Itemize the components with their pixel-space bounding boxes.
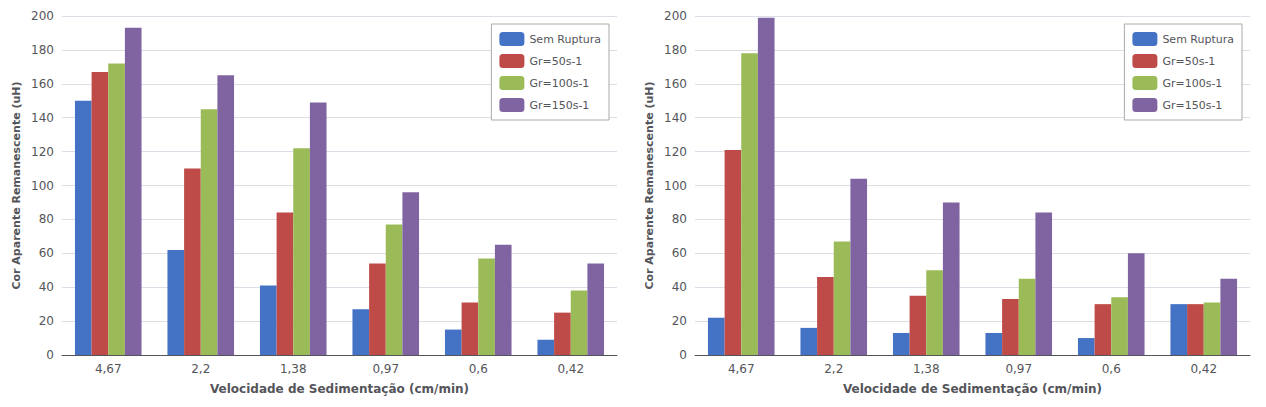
svg-text:Cor Aparente Remanescente (uH): Cor Aparente Remanescente (uH) bbox=[643, 81, 656, 289]
svg-text:100: 100 bbox=[31, 179, 54, 193]
svg-text:100: 100 bbox=[664, 179, 687, 193]
svg-text:Gr=50s-1: Gr=50s-1 bbox=[1162, 55, 1215, 68]
svg-text:20: 20 bbox=[672, 314, 687, 328]
svg-text:4,67: 4,67 bbox=[728, 362, 755, 376]
svg-text:40: 40 bbox=[39, 280, 54, 294]
svg-text:2,2: 2,2 bbox=[191, 362, 210, 376]
svg-text:Velocidade de Sedimentação (cm: Velocidade de Sedimentação (cm/min) bbox=[210, 382, 469, 396]
svg-text:160: 160 bbox=[664, 77, 687, 91]
svg-text:0,97: 0,97 bbox=[372, 362, 399, 376]
svg-text:Sem Ruptura: Sem Ruptura bbox=[529, 33, 601, 46]
svg-text:Gr=100s-1: Gr=100s-1 bbox=[1162, 77, 1222, 90]
svg-text:140: 140 bbox=[664, 111, 687, 125]
svg-text:80: 80 bbox=[672, 212, 687, 226]
svg-text:Gr=150s-1: Gr=150s-1 bbox=[529, 99, 589, 112]
svg-text:Cor Aparente Remanescente (uH): Cor Aparente Remanescente (uH) bbox=[10, 81, 23, 289]
svg-text:120: 120 bbox=[664, 145, 687, 159]
svg-text:0,42: 0,42 bbox=[1190, 362, 1217, 376]
svg-text:Sem Ruptura: Sem Ruptura bbox=[1162, 33, 1234, 46]
svg-text:160: 160 bbox=[31, 77, 54, 91]
svg-text:0,6: 0,6 bbox=[1102, 362, 1121, 376]
svg-text:0,42: 0,42 bbox=[557, 362, 584, 376]
svg-text:120: 120 bbox=[31, 145, 54, 159]
svg-text:2,2: 2,2 bbox=[824, 362, 843, 376]
svg-text:0,6: 0,6 bbox=[469, 362, 488, 376]
svg-text:60: 60 bbox=[39, 246, 54, 260]
svg-text:40: 40 bbox=[672, 280, 687, 294]
svg-text:20: 20 bbox=[39, 314, 54, 328]
svg-text:0: 0 bbox=[46, 348, 54, 362]
svg-text:80: 80 bbox=[39, 212, 54, 226]
svg-text:1,38: 1,38 bbox=[280, 362, 307, 376]
svg-text:180: 180 bbox=[664, 43, 687, 57]
svg-text:180: 180 bbox=[31, 43, 54, 57]
svg-text:Gr=50s-1: Gr=50s-1 bbox=[529, 55, 582, 68]
svg-text:1,38: 1,38 bbox=[913, 362, 940, 376]
svg-text:4,67: 4,67 bbox=[95, 362, 122, 376]
svg-text:0: 0 bbox=[679, 348, 687, 362]
svg-text:0,97: 0,97 bbox=[1005, 362, 1032, 376]
svg-text:200: 200 bbox=[664, 9, 687, 23]
svg-text:Gr=100s-1: Gr=100s-1 bbox=[529, 77, 589, 90]
svg-text:Velocidade de Sedimentação (cm: Velocidade de Sedimentação (cm/min) bbox=[843, 382, 1102, 396]
svg-text:200: 200 bbox=[31, 9, 54, 23]
svg-text:Gr=150s-1: Gr=150s-1 bbox=[1162, 99, 1222, 112]
svg-text:140: 140 bbox=[31, 111, 54, 125]
svg-text:60: 60 bbox=[672, 246, 687, 260]
